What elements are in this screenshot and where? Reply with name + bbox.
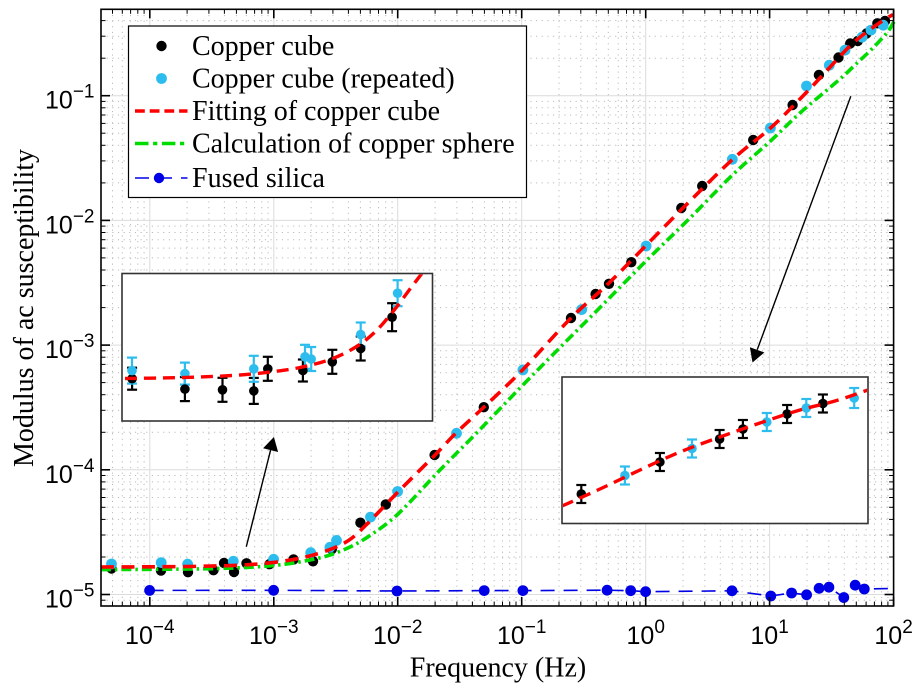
svg-text:Frequency (Hz): Frequency (Hz) <box>410 653 586 684</box>
svg-text:Copper cube (repeated): Copper cube (repeated) <box>192 64 455 95</box>
svg-text:Copper cube: Copper cube <box>192 31 334 62</box>
svg-text:10−3: 10−3 <box>45 331 94 364</box>
svg-text:Fused silica: Fused silica <box>192 163 326 194</box>
svg-text:Calculation of copper sphere: Calculation of copper sphere <box>192 129 515 160</box>
svg-text:10−4: 10−4 <box>125 617 175 650</box>
svg-text:Modulus of ac susceptibility: Modulus of ac susceptibility <box>9 149 40 467</box>
svg-text:10−2: 10−2 <box>45 206 94 239</box>
svg-text:Fitting of copper cube: Fitting of copper cube <box>192 96 440 127</box>
svg-text:102: 102 <box>874 617 912 650</box>
